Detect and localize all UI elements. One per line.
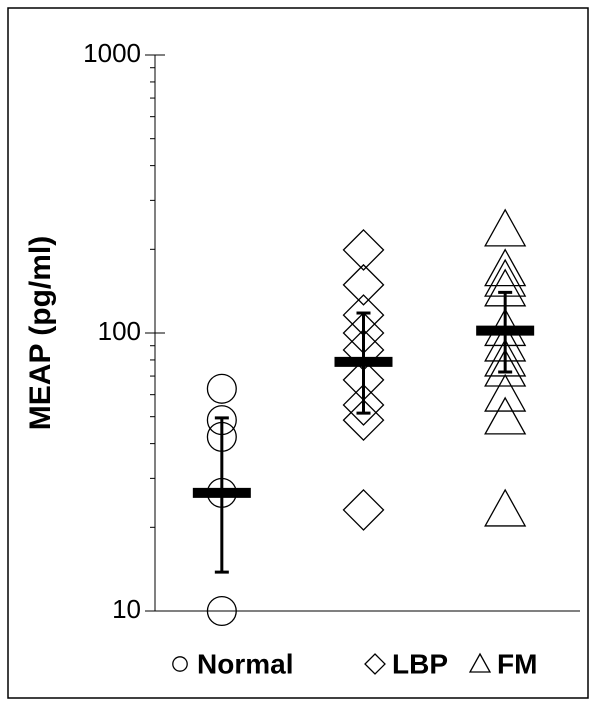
data-point xyxy=(484,258,527,297)
y-axis-label: MEAP (pg/ml) xyxy=(24,236,57,430)
data-point xyxy=(484,208,527,247)
legend-label: LBP xyxy=(392,648,448,679)
data-point xyxy=(342,263,385,306)
data-point xyxy=(484,348,527,387)
y-tick-label: 10 xyxy=(112,594,141,624)
data-point xyxy=(206,595,237,627)
legend-marker xyxy=(172,656,188,672)
data-point xyxy=(342,399,385,442)
data-point xyxy=(342,228,385,271)
data-point xyxy=(206,373,237,404)
data-point xyxy=(484,373,527,412)
y-tick-label: 100 xyxy=(98,316,141,346)
data-point xyxy=(342,488,385,531)
y-tick-label: 1000 xyxy=(83,38,141,68)
legend-marker xyxy=(468,652,492,673)
data-point xyxy=(484,248,527,287)
data-point xyxy=(484,396,527,435)
legend-marker xyxy=(364,653,386,675)
data-point xyxy=(342,384,385,426)
frame xyxy=(7,7,589,699)
legend-label: Normal xyxy=(197,648,293,679)
data-point xyxy=(484,488,527,527)
legend-label: FM xyxy=(497,648,537,679)
